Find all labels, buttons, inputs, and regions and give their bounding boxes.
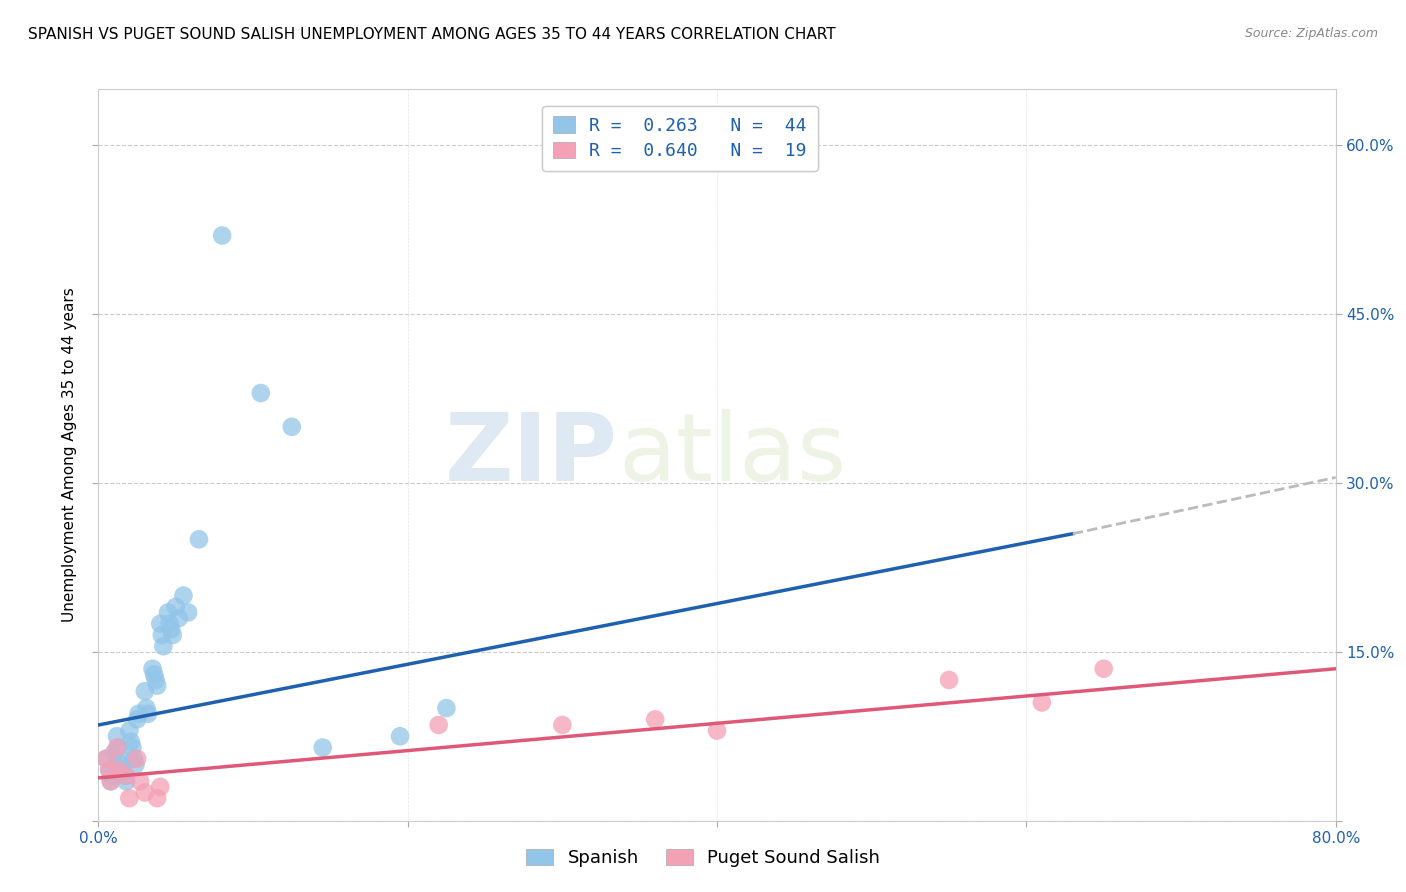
Point [122, 752, 145, 766]
Point [1031, 696, 1053, 710]
Point [107, 763, 129, 777]
Point [388, 729, 412, 743]
Point [134, 684, 156, 698]
Point [250, 386, 273, 401]
Point [938, 673, 960, 687]
Point [173, 589, 195, 603]
Point [160, 623, 183, 637]
Point [150, 628, 173, 642]
Legend: R =  0.263   N =  44, R =  0.640   N =  19: R = 0.263 N = 44, R = 0.640 N = 19 [543, 105, 817, 171]
Point [111, 757, 134, 772]
Point [96, 752, 118, 766]
Point [118, 791, 141, 805]
Point [103, 746, 125, 760]
Point [127, 752, 149, 766]
Point [142, 662, 165, 676]
Point [149, 616, 172, 631]
Point [101, 769, 124, 783]
Point [107, 740, 129, 755]
Point [143, 667, 166, 681]
Point [96, 752, 118, 766]
Point [120, 735, 142, 749]
Point [551, 718, 574, 732]
Point [157, 606, 180, 620]
Point [152, 639, 174, 653]
Point [146, 679, 169, 693]
Text: SPANISH VS PUGET SOUND SALISH UNEMPLOYMENT AMONG AGES 35 TO 44 YEARS CORRELATION: SPANISH VS PUGET SOUND SALISH UNEMPLOYME… [28, 27, 835, 42]
Point [159, 616, 181, 631]
Point [100, 774, 122, 789]
Legend: Spanish, Puget Sound Salish: Spanish, Puget Sound Salish [519, 841, 887, 874]
Point [136, 706, 159, 721]
Point [281, 419, 304, 434]
Point [134, 785, 156, 799]
Point [135, 701, 157, 715]
Point [129, 774, 152, 789]
Point [108, 752, 131, 766]
Point [118, 723, 141, 738]
Point [162, 628, 184, 642]
Point [706, 723, 728, 738]
Point [98, 763, 121, 777]
Point [436, 701, 458, 715]
Point [165, 599, 187, 614]
Point [149, 780, 172, 794]
Point [105, 729, 128, 743]
Point [124, 757, 146, 772]
Point [121, 740, 143, 755]
Text: ZIP: ZIP [446, 409, 619, 501]
Point [146, 791, 169, 805]
Point [177, 606, 200, 620]
Text: atlas: atlas [619, 409, 846, 501]
Point [98, 763, 121, 777]
Point [188, 533, 211, 547]
Point [115, 769, 138, 783]
Point [114, 769, 136, 783]
Point [427, 718, 450, 732]
Point [128, 706, 150, 721]
Point [312, 740, 335, 755]
Point [127, 712, 149, 726]
Text: Source: ZipAtlas.com: Source: ZipAtlas.com [1244, 27, 1378, 40]
Point [112, 763, 135, 777]
Point [105, 740, 128, 755]
Point [100, 774, 122, 789]
Y-axis label: Unemployment Among Ages 35 to 44 years: Unemployment Among Ages 35 to 44 years [62, 287, 77, 623]
Point [115, 774, 138, 789]
Point [211, 228, 233, 243]
Point [1092, 662, 1115, 676]
Point [644, 712, 666, 726]
Point [167, 611, 190, 625]
Point [145, 673, 167, 687]
